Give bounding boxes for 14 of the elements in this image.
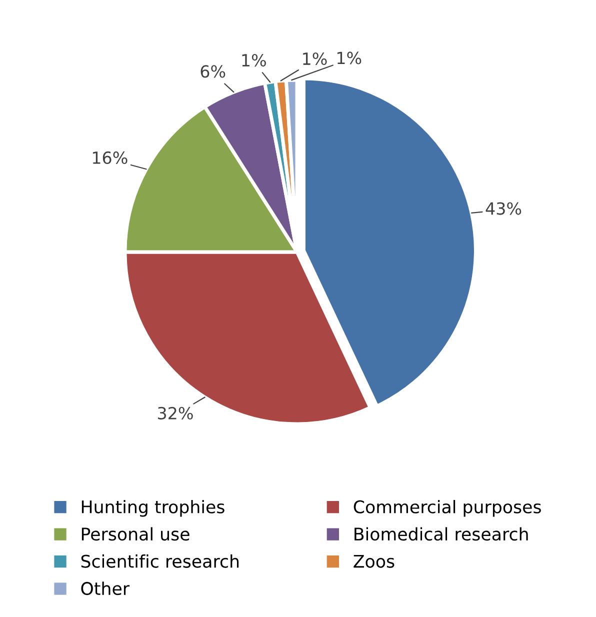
data-label: 16% [92, 151, 128, 164]
data-label: 6% [200, 65, 226, 78]
legend-label: Personal use [82, 527, 190, 541]
data-label: 1% [242, 54, 266, 67]
legend-label: Other [81, 582, 130, 596]
data-label: 1% [303, 52, 327, 66]
data-label: 43% [486, 202, 522, 215]
data-label: 32% [158, 406, 193, 420]
legend-label: Hunting trophies [82, 500, 224, 517]
legend-label: Commercial purposes [354, 500, 541, 517]
data-label: 1% [337, 52, 362, 64]
legend-label: Biomedical research [354, 527, 528, 541]
legend-label: Zoos [354, 554, 394, 568]
legend-label: Scientific research [81, 554, 239, 568]
